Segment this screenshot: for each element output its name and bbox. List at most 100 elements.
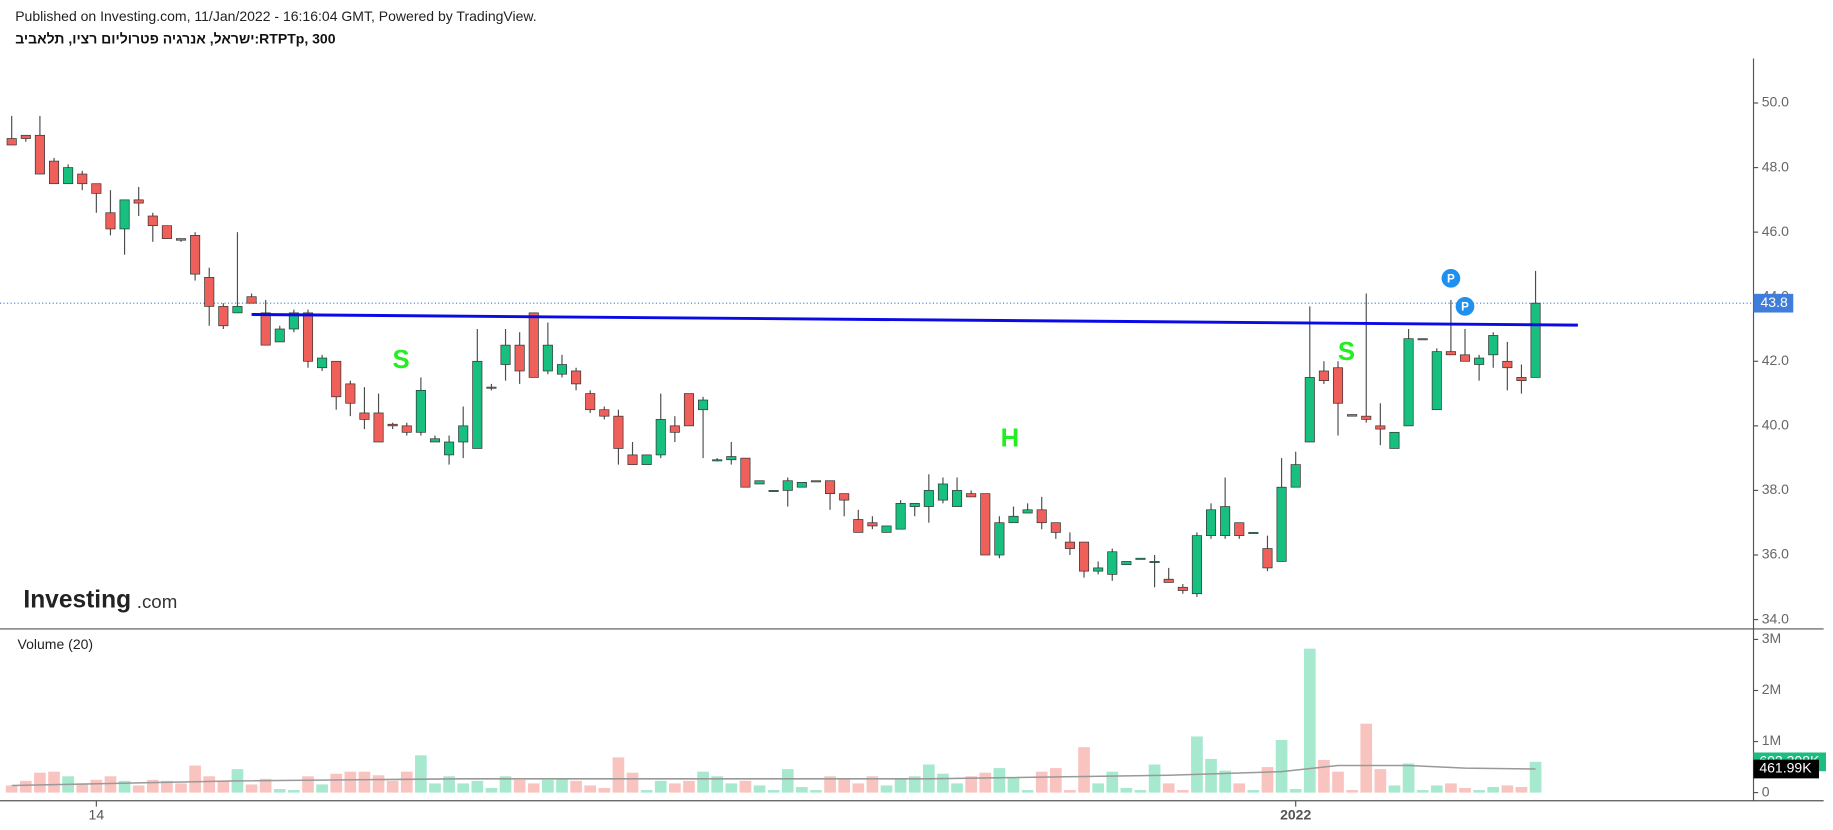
volume-bar <box>753 785 766 793</box>
candle-body <box>895 502 906 530</box>
candle-body <box>1234 522 1245 536</box>
volume-bar <box>767 790 780 793</box>
volume-bar <box>1303 648 1316 793</box>
candle-body <box>839 493 850 501</box>
candle-body <box>698 399 709 411</box>
candle-body <box>246 296 257 304</box>
volume-bar <box>1430 785 1443 793</box>
volume-bar <box>146 779 159 793</box>
volume-bar <box>1064 790 1076 793</box>
volume-bar <box>288 790 300 793</box>
candle-body <box>1276 486 1287 562</box>
volume-bar <box>1515 786 1528 793</box>
candle-body <box>952 490 963 507</box>
candle-body <box>1022 509 1033 514</box>
volume-tick-label: 0 <box>1762 783 1770 799</box>
candle-body <box>1079 541 1090 572</box>
last-price-badge <box>1753 293 1794 313</box>
volume-bar <box>1374 769 1387 793</box>
candle-body <box>345 383 356 404</box>
volume-bar <box>1388 785 1401 793</box>
candle-body <box>373 412 384 443</box>
volume-bar <box>1289 789 1302 793</box>
candle-body <box>429 438 441 443</box>
candle-body <box>20 134 31 139</box>
candle-body <box>853 519 864 533</box>
candle-body <box>175 238 187 241</box>
published-note: Published on Investing.com, 11/Jan/2022 … <box>15 8 536 24</box>
ma-badge <box>1753 759 1819 779</box>
candle-body <box>204 276 215 307</box>
volume-bar <box>739 780 752 793</box>
volume-bar <box>161 780 173 793</box>
volume-bar <box>1191 736 1203 793</box>
candle-body <box>585 393 596 411</box>
pattern-label: H <box>1001 425 1020 453</box>
volume-bar <box>612 757 625 793</box>
last-price-label: 43.8 <box>1761 294 1788 310</box>
candle-body <box>1177 586 1188 591</box>
candle-body <box>669 425 680 433</box>
volume-bar <box>725 783 738 793</box>
volume-bar <box>880 785 893 793</box>
candle-body <box>359 412 370 420</box>
candle-body <box>556 364 568 375</box>
volume-bar <box>1332 771 1344 793</box>
ma-last-label: 461.99K <box>1759 760 1812 776</box>
volume-bar <box>894 778 907 793</box>
volume-bar <box>1120 788 1133 793</box>
pattern-label: S <box>393 346 410 374</box>
candle-body <box>1135 557 1146 560</box>
candle-body <box>1459 354 1471 362</box>
candle-body <box>571 370 582 385</box>
volume-bar <box>1261 767 1274 793</box>
volume-bar <box>372 775 385 793</box>
y-tick-label: 40.0 <box>1762 417 1789 433</box>
volume-bar <box>443 776 455 793</box>
candle-body <box>1206 509 1217 536</box>
y-tick-label: 36.0 <box>1762 546 1789 562</box>
candle-body <box>387 423 398 427</box>
candle-body <box>542 344 553 372</box>
candle-body <box>260 312 271 346</box>
candle-body <box>782 480 793 491</box>
volume-bar <box>1078 747 1090 793</box>
candle-body <box>218 306 229 327</box>
pattern-label: S <box>1338 338 1355 366</box>
candle-body <box>810 480 821 483</box>
candle-body <box>190 235 201 275</box>
volume-bar <box>386 780 399 793</box>
candle-body <box>1403 338 1414 427</box>
volume-tick-label: 3M <box>1762 630 1781 646</box>
volume-bar <box>1219 770 1231 793</box>
volume-bar <box>273 789 286 793</box>
volume-bar <box>697 771 709 793</box>
volume-bar <box>5 785 18 793</box>
volume-bar <box>570 780 582 793</box>
volume-bar <box>513 779 526 793</box>
volume-bar <box>542 779 554 793</box>
volume-bar <box>1162 783 1175 793</box>
logo-main: Investing <box>23 586 131 613</box>
candle-body <box>867 522 878 527</box>
candle-body <box>1064 541 1075 549</box>
candle-body <box>1121 561 1132 566</box>
volume-bar <box>908 776 921 793</box>
candle-body <box>740 457 751 488</box>
candle-body <box>923 490 934 507</box>
volume-bar <box>1092 783 1104 793</box>
candle-body <box>994 522 1005 556</box>
y-tick-label: 42.0 <box>1762 352 1789 368</box>
candle-body <box>105 212 116 230</box>
candle-body <box>1008 515 1019 524</box>
candle-body <box>63 167 74 185</box>
volume-bar <box>1247 790 1260 793</box>
volume-bar <box>951 783 963 793</box>
marker-dot <box>1455 297 1475 316</box>
candle-body <box>1347 414 1358 417</box>
candle-body <box>909 502 920 507</box>
volume-bar <box>1346 790 1358 793</box>
volume-tick-label: 1M <box>1762 732 1781 748</box>
candle-body <box>655 419 666 456</box>
candle-body <box>1375 425 1386 430</box>
